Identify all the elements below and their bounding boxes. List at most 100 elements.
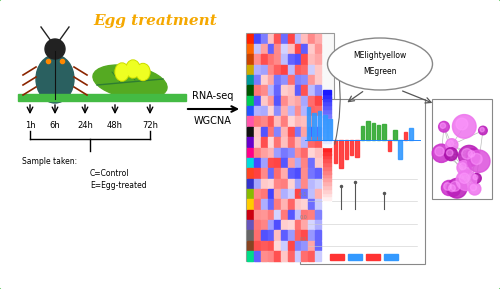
Bar: [301, 199, 308, 209]
Bar: [323, 173, 331, 177]
Bar: [261, 158, 267, 167]
Bar: [247, 220, 253, 229]
Bar: [247, 230, 253, 240]
Bar: [294, 96, 300, 105]
Bar: [268, 75, 274, 84]
Bar: [261, 210, 267, 219]
Bar: [301, 127, 308, 136]
Bar: [247, 85, 253, 95]
Bar: [308, 189, 314, 198]
Bar: [294, 230, 300, 240]
Circle shape: [442, 180, 456, 196]
Bar: [254, 85, 260, 95]
Bar: [261, 147, 267, 157]
Ellipse shape: [127, 61, 139, 77]
Bar: [281, 230, 287, 240]
Bar: [254, 230, 260, 240]
Bar: [281, 44, 287, 53]
Bar: [281, 137, 287, 147]
Bar: [247, 189, 253, 198]
Bar: [274, 75, 280, 84]
Bar: [274, 54, 280, 64]
Ellipse shape: [36, 55, 74, 103]
Ellipse shape: [93, 65, 167, 99]
Bar: [294, 210, 300, 219]
Bar: [301, 137, 308, 147]
Bar: [308, 34, 314, 43]
Text: 72h: 72h: [142, 121, 158, 131]
Bar: [314, 34, 320, 43]
Circle shape: [447, 178, 467, 198]
Bar: [294, 127, 300, 136]
Bar: [314, 251, 320, 260]
Circle shape: [468, 150, 490, 172]
Bar: [254, 199, 260, 209]
Bar: [274, 137, 280, 147]
Bar: [323, 136, 331, 139]
Bar: [268, 54, 274, 64]
Bar: [268, 168, 274, 178]
Bar: [247, 116, 253, 126]
Circle shape: [468, 183, 481, 195]
Bar: [301, 34, 308, 43]
Bar: [294, 251, 300, 260]
Bar: [366, 254, 380, 260]
Bar: [268, 44, 274, 53]
Bar: [393, 130, 396, 140]
Bar: [254, 220, 260, 229]
Bar: [261, 127, 267, 136]
Bar: [314, 54, 320, 64]
Bar: [323, 185, 331, 189]
Bar: [254, 44, 260, 53]
Bar: [301, 168, 308, 178]
Circle shape: [459, 163, 466, 170]
Bar: [308, 64, 314, 74]
Bar: [294, 199, 300, 209]
Bar: [308, 230, 314, 240]
Bar: [274, 158, 280, 167]
Bar: [301, 64, 308, 74]
Bar: [323, 196, 331, 200]
Bar: [281, 106, 287, 115]
Circle shape: [435, 147, 444, 156]
Bar: [274, 168, 280, 178]
Bar: [274, 147, 280, 157]
Bar: [294, 75, 300, 84]
Bar: [268, 251, 274, 260]
Bar: [261, 137, 267, 147]
Circle shape: [471, 153, 482, 164]
Bar: [314, 189, 320, 198]
Bar: [307, 108, 310, 140]
Bar: [288, 199, 294, 209]
Bar: [261, 241, 267, 250]
Bar: [323, 120, 331, 124]
Bar: [281, 54, 287, 64]
Bar: [246, 33, 334, 261]
Bar: [288, 106, 294, 115]
Bar: [281, 158, 287, 167]
Bar: [388, 140, 391, 151]
Bar: [247, 147, 253, 157]
Bar: [308, 158, 314, 167]
Bar: [261, 230, 267, 240]
Bar: [288, 189, 294, 198]
Bar: [247, 199, 253, 209]
Bar: [268, 147, 274, 157]
Bar: [344, 140, 348, 159]
Bar: [281, 96, 287, 105]
Bar: [294, 85, 300, 95]
Bar: [254, 75, 260, 84]
Bar: [323, 154, 331, 158]
Bar: [323, 143, 331, 147]
Bar: [323, 109, 331, 113]
Bar: [288, 210, 294, 219]
Bar: [254, 210, 260, 219]
Bar: [300, 99, 425, 264]
Bar: [301, 44, 308, 53]
Bar: [268, 220, 274, 229]
Bar: [314, 179, 320, 188]
Bar: [314, 96, 320, 105]
Bar: [314, 64, 320, 74]
Bar: [281, 199, 287, 209]
Bar: [247, 106, 253, 115]
